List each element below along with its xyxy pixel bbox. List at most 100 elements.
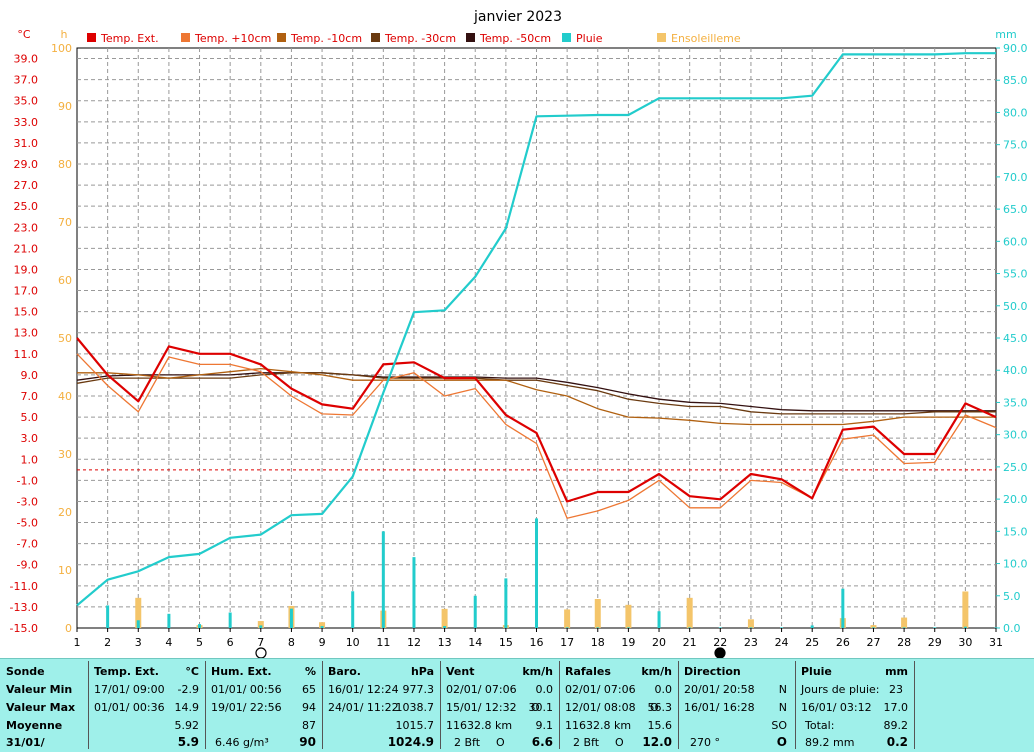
x-tick-label: 7 — [257, 636, 264, 649]
series-line-pluie — [76, 52, 996, 607]
col-wind: Vent km/h 02/01/ 07:06 0.0 15/01/ 12:32 O 30… — [440, 661, 560, 749]
label-min: Valeur Min — [6, 683, 73, 696]
hours-tick-label: 70 — [58, 216, 72, 229]
x-tick-label: 21 — [683, 636, 697, 649]
daily-rain-bar — [381, 531, 385, 628]
gust-distance: 11632.8 km — [565, 719, 632, 732]
weather-chart: janvier 2023 °C h mm Temp. Ext. Temp. +10… — [10, 9, 1028, 659]
wind-last-bft: 2 Bft — [454, 736, 481, 749]
temp-axis-ticks: 39.0 37.0 35.0 33.0 31.0 29.0 27.0 25.0 23.0 21.0… — [10, 53, 38, 635]
daily-rain-bar — [351, 591, 355, 628]
x-tick-label: 10 — [346, 636, 360, 649]
sunshine-bar — [319, 622, 326, 628]
temp-tick-label: 1.0 — [21, 453, 39, 466]
temp-tick-label: -13.0 — [10, 601, 38, 614]
hum-title: Hum. Ext. — [211, 665, 272, 678]
x-tick-label: 27 — [866, 636, 880, 649]
baro-unit: hPa — [410, 665, 434, 678]
rain-max-value: 17.0 — [883, 701, 909, 714]
daily-rain-bar — [473, 595, 477, 628]
daily-rain-bar — [320, 626, 324, 628]
rain-title: Pluie — [801, 665, 832, 678]
x-tick-label: 9 — [319, 636, 326, 649]
dir-title: Direction — [684, 665, 741, 678]
rain-tick-label: 15.0 — [1003, 525, 1028, 538]
x-tick-label: 5 — [196, 636, 203, 649]
series-line-temp-ext- — [76, 337, 997, 503]
temp-last-value: 5.9 — [177, 735, 199, 749]
rain-tick-label: 0.0 — [1003, 622, 1021, 635]
rain-tick-label: 75.0 — [1003, 139, 1028, 152]
baro-last-value: 1024.9 — [387, 735, 434, 749]
sunshine-bar — [901, 617, 908, 628]
x-tick-label: 12 — [407, 636, 421, 649]
col-barometer: Baro. hPa 16/01/ 12:24 977.3 24/01/ 11:22 1… — [322, 661, 441, 749]
gust-avg-value: 15.6 — [647, 719, 673, 732]
temp-min-date: 17/01/ 09:00 — [94, 683, 165, 696]
hum-absolute: 6.46 g/m³ — [215, 736, 269, 749]
x-tick-label: 28 — [897, 636, 911, 649]
temp-tick-label: 5.0 — [21, 411, 39, 424]
daily-rain-bar — [841, 588, 845, 628]
hours-tick-label: 90 — [58, 100, 72, 113]
x-tick-label: 16 — [530, 636, 544, 649]
hours-tick-label: 0 — [65, 622, 72, 635]
col-direction: Direction 20/01/ 20:58 N 16/01/ 16:28 N SO… — [678, 661, 796, 749]
temp-tick-label: 19.0 — [14, 263, 39, 276]
wind-max-date: 15/01/ 12:32 — [446, 701, 517, 714]
x-tick-label: 6 — [227, 636, 234, 649]
legend-swatch — [562, 33, 571, 42]
temp-tick-label: 21.0 — [14, 242, 39, 255]
dir-last-value: O — [776, 735, 787, 749]
gust-last-value: 12.0 — [642, 735, 672, 749]
baro-min-value: 977.3 — [402, 683, 435, 696]
wind-distance: 11632.8 km — [446, 719, 513, 732]
daily-rain-bar — [228, 612, 232, 628]
x-tick-label: 14 — [468, 636, 482, 649]
rain-tick-label: 45.0 — [1003, 332, 1028, 345]
daily-rain-bar — [749, 627, 753, 628]
rain-tick-label: 90.0 — [1003, 42, 1028, 55]
x-tick-label: 30 — [958, 636, 972, 649]
gust-unit: km/h — [641, 665, 672, 678]
hours-tick-label: 40 — [58, 390, 72, 403]
rain-tick-label: 60.0 — [1003, 235, 1028, 248]
x-tick-label: 1 — [74, 636, 81, 649]
dir-min-date: 20/01/ 20:58 — [684, 683, 755, 696]
x-tick-label: 3 — [135, 636, 142, 649]
summary-table: Sonde Valeur Min Valeur Max Moyenne 31/0… — [0, 658, 1034, 752]
col-gusts: Rafales km/h 02/01/ 07:06 0.0 12/01/ 08:08… — [559, 661, 679, 749]
baro-max-value: 1038.7 — [395, 701, 435, 714]
x-tick-label: 17 — [560, 636, 574, 649]
x-tick-label: 23 — [744, 636, 758, 649]
daily-rain-bar — [565, 627, 569, 628]
daily-rain-bar — [688, 627, 692, 628]
wind-max-value: 30.1 — [528, 701, 554, 714]
sunshine-bar — [747, 619, 754, 628]
temp-tick-label: 11.0 — [14, 348, 39, 361]
wind-last-direction: O — [496, 736, 505, 749]
hum-min-value: 65 — [302, 683, 316, 696]
x-tick-label: 13 — [438, 636, 452, 649]
moon-phase-icons — [255, 647, 726, 659]
daily-rain-bar — [167, 613, 171, 628]
wind-avg-value: 9.1 — [535, 719, 554, 732]
sunshine-bar — [870, 625, 877, 628]
temp-tick-label: 7.0 — [21, 390, 39, 403]
legend-label: Temp. -50cm — [479, 32, 551, 45]
temp-tick-label: 13.0 — [14, 327, 39, 340]
legend-swatch — [466, 33, 475, 42]
sunshine-bar — [441, 608, 448, 628]
sunshine-bar — [962, 591, 969, 628]
wind-last-value: 6.6 — [531, 735, 553, 749]
temp-unit: °C — [185, 665, 199, 678]
x-tick-label: 11 — [376, 636, 390, 649]
rain-days-label: Jours de pluie: — [801, 683, 880, 696]
hum-min-date: 01/01/ 00:56 — [211, 683, 282, 696]
daily-rain-bar — [994, 627, 998, 628]
hum-avg-value: 87 — [302, 719, 316, 732]
daily-rain-bar — [596, 627, 600, 628]
series-line-temp-50cm — [76, 372, 996, 412]
rain-tick-label: 80.0 — [1003, 106, 1028, 119]
temp-tick-label: -9.0 — [17, 559, 38, 572]
